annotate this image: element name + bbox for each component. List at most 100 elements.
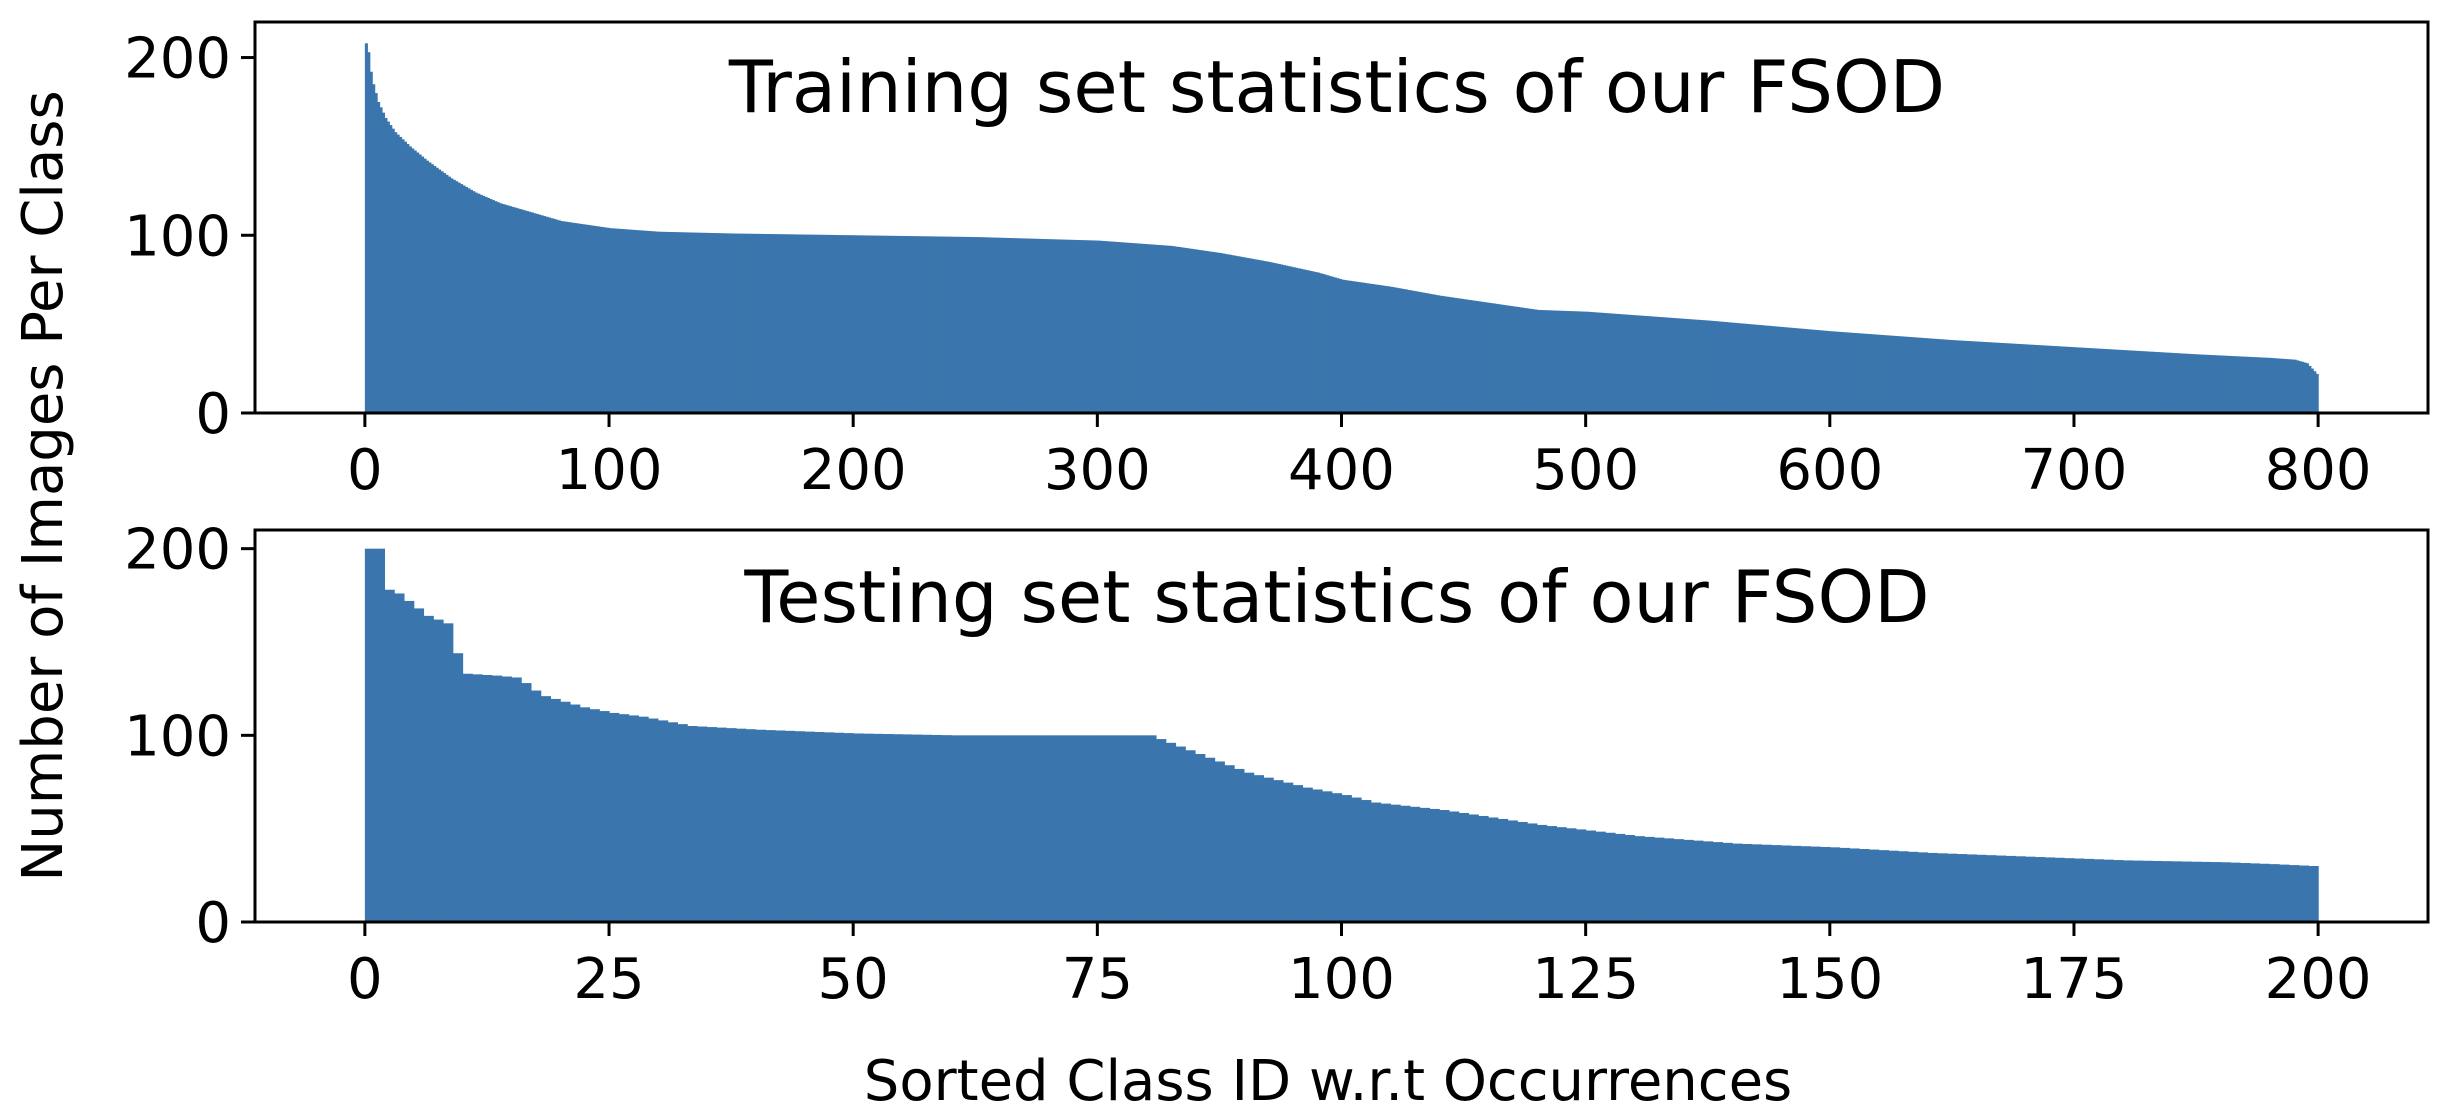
bar — [1373, 284, 1377, 413]
bar — [2005, 855, 2016, 922]
bar — [2122, 350, 2126, 413]
bar — [989, 735, 1001, 922]
bar — [1956, 340, 1960, 413]
bar — [1671, 317, 1675, 413]
bar — [2249, 863, 2261, 922]
bar — [1312, 271, 1316, 413]
bar — [1632, 315, 1636, 413]
bar — [2120, 349, 2124, 413]
bar — [2127, 350, 2131, 413]
bar — [1939, 339, 1943, 413]
bar — [613, 228, 617, 413]
bar — [1644, 836, 1655, 922]
bar — [1549, 310, 1553, 413]
bar — [877, 235, 881, 413]
bar — [823, 732, 835, 922]
bar — [1722, 842, 1733, 922]
bar — [1466, 299, 1470, 413]
bar — [1341, 279, 1345, 413]
bar — [1705, 320, 1709, 413]
bar — [1849, 848, 1860, 922]
bar — [1898, 851, 1909, 922]
bar — [2205, 354, 2209, 413]
bar — [1312, 789, 1323, 922]
bar — [2232, 356, 2236, 413]
bar — [2056, 346, 2060, 413]
bar — [472, 191, 476, 413]
bar — [684, 232, 688, 413]
bar — [1273, 780, 1284, 922]
bar — [709, 232, 713, 413]
bar — [1624, 314, 1628, 413]
y-tick-label: 200 — [124, 27, 231, 92]
bar — [1099, 240, 1103, 413]
bar — [926, 236, 930, 413]
bar — [1146, 735, 1157, 922]
bar — [933, 236, 937, 413]
bar — [2081, 347, 2085, 413]
bar — [2303, 362, 2307, 413]
bar — [482, 195, 486, 413]
bar — [1307, 270, 1311, 413]
bar — [2073, 858, 2085, 922]
bar — [1920, 337, 1924, 413]
bar — [1280, 264, 1284, 413]
bar — [1509, 306, 1514, 413]
bar — [860, 235, 864, 413]
bar — [679, 232, 683, 413]
bar — [472, 674, 483, 922]
bar — [1649, 316, 1653, 413]
bar — [1661, 317, 1665, 413]
bar — [1195, 754, 1206, 922]
bar — [880, 235, 884, 413]
bar — [1978, 341, 1982, 413]
bar — [1763, 325, 1767, 413]
bar — [1585, 830, 1597, 922]
testing-panel: 0 25 50 75 100 125 150 175 200 0 100 200 Testing set… — [124, 518, 2430, 1012]
bar — [858, 235, 862, 413]
bar — [2156, 352, 2161, 413]
bar — [2086, 347, 2090, 413]
bar — [958, 236, 962, 413]
bar — [2210, 355, 2214, 413]
bar — [2008, 343, 2012, 413]
bar — [1976, 854, 1987, 922]
bar — [543, 216, 547, 413]
bar — [1263, 261, 1267, 413]
bar — [960, 735, 971, 922]
bar — [1595, 831, 1606, 922]
bar — [2169, 352, 2173, 413]
bar — [1441, 296, 1445, 413]
bar — [965, 236, 969, 413]
bar — [967, 236, 971, 413]
bar — [2254, 357, 2258, 413]
bar — [1514, 306, 1518, 413]
bar — [1036, 238, 1040, 413]
bar — [704, 232, 708, 413]
bar — [1339, 278, 1343, 413]
bar — [716, 727, 727, 922]
bar — [364, 43, 368, 413]
bar — [1129, 242, 1133, 413]
bar — [1966, 854, 1977, 922]
bar — [1566, 828, 1577, 922]
bar — [2237, 356, 2241, 413]
bar — [423, 158, 427, 413]
bar — [452, 653, 464, 922]
bar — [486, 197, 490, 413]
bar — [2240, 356, 2244, 413]
bar — [1370, 802, 1382, 922]
bar — [1676, 318, 1680, 413]
bar — [1610, 313, 1614, 413]
bar — [2047, 345, 2051, 413]
bar — [843, 733, 854, 922]
bar — [2159, 352, 2163, 413]
bar — [491, 675, 503, 922]
bar — [2305, 363, 2309, 413]
bar — [677, 724, 688, 922]
bar — [399, 136, 403, 413]
bar — [1417, 291, 1421, 413]
bar — [1834, 331, 1838, 413]
bar — [1282, 265, 1286, 413]
bar — [2164, 352, 2168, 413]
